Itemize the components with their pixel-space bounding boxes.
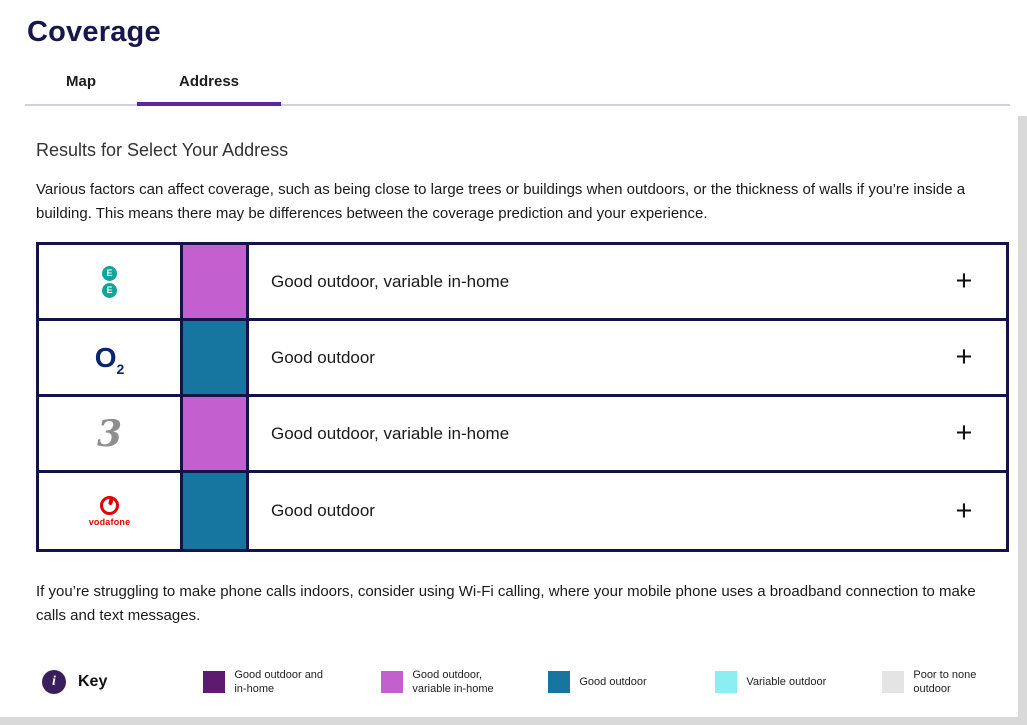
legend-label: Good outdoor: [579, 676, 647, 689]
coverage-status-cell: Good outdoor, variable in-home: [249, 397, 922, 470]
legend-swatch: [381, 671, 404, 694]
legend-swatch: [715, 671, 738, 694]
legend-item: Variable outdoor: [715, 671, 882, 694]
tab-label: Map: [66, 73, 96, 90]
coverage-status-text: Good outdoor: [271, 347, 375, 367]
expand-row-button[interactable]: +: [922, 397, 1006, 470]
info-icon-glyph: i: [52, 674, 56, 690]
wifi-calling-note: If you’re struggling to make phone calls…: [36, 583, 976, 624]
coverage-status-text: Good outdoor, variable in-home: [271, 271, 510, 291]
page-title: Coverage: [27, 16, 161, 48]
legend-label: Poor to none outdoor: [913, 669, 977, 696]
legend-swatch: [882, 671, 905, 694]
expand-row-button[interactable]: +: [922, 245, 1006, 318]
results-intro: Various factors can affect coverage, suc…: [36, 181, 966, 222]
legend-item: Good outdoor, variable in-home: [381, 668, 548, 697]
legend-swatch: [203, 671, 226, 694]
vodafone-ring-icon: [99, 495, 119, 515]
operator-logo-cell: vodafone: [39, 473, 183, 549]
key-row: i Key Good outdoor and in-home Good outd…: [36, 668, 1009, 697]
info-icon[interactable]: i: [42, 670, 66, 695]
vodafone-logo: vodafone: [89, 495, 131, 527]
legend-item: Good outdoor: [548, 671, 715, 694]
results-panel: Results for Select Your Address Various …: [36, 140, 1009, 697]
expand-row-button[interactable]: +: [922, 321, 1006, 394]
coverage-swatch: [183, 397, 249, 470]
o2-logo: O2: [94, 341, 125, 377]
tab-map[interactable]: Map: [25, 63, 137, 104]
coverage-status-cell: Good outdoor, variable in-home: [249, 245, 922, 318]
coverage-row: O2 Good outdoor +: [39, 321, 1006, 397]
legend-label: Variable outdoor: [746, 676, 827, 689]
coverage-status-cell: Good outdoor: [249, 473, 922, 549]
tab-label: Address: [178, 73, 240, 90]
tab-address[interactable]: Address: [137, 63, 281, 106]
coverage-swatch: [183, 245, 249, 318]
coverage-swatch: [183, 473, 249, 549]
coverage-row: 3 Good outdoor, variable in-home +: [39, 397, 1006, 473]
coverage-swatch: [183, 321, 249, 394]
results-heading: Results for Select Your Address: [36, 140, 289, 160]
three-logo: 3: [96, 412, 123, 455]
expand-row-button[interactable]: +: [922, 473, 1006, 549]
legend-label: Good outdoor and in-home: [234, 669, 324, 696]
coverage-row: vodafone Good outdoor +: [39, 473, 1006, 549]
vertical-scrollbar[interactable]: [1018, 116, 1027, 725]
legend-item: Good outdoor and in-home: [203, 668, 381, 697]
legend: Good outdoor and in-home Good outdoor, v…: [203, 668, 1027, 697]
legend-item: Poor to none outdoor: [882, 668, 1027, 697]
operator-logo-cell: 3: [39, 397, 183, 470]
legend-label: Good outdoor, variable in-home: [412, 669, 494, 696]
key-label: Key: [78, 673, 108, 691]
coverage-status-text: Good outdoor, variable in-home: [271, 423, 510, 443]
tab-bar: Map Address: [25, 63, 1010, 106]
legend-swatch: [548, 671, 571, 694]
coverage-status-text: Good outdoor: [271, 501, 375, 520]
coverage-status-cell: Good outdoor: [249, 321, 922, 394]
operator-logo-cell: O2: [39, 321, 183, 394]
horizontal-scrollbar[interactable]: [0, 717, 1018, 725]
